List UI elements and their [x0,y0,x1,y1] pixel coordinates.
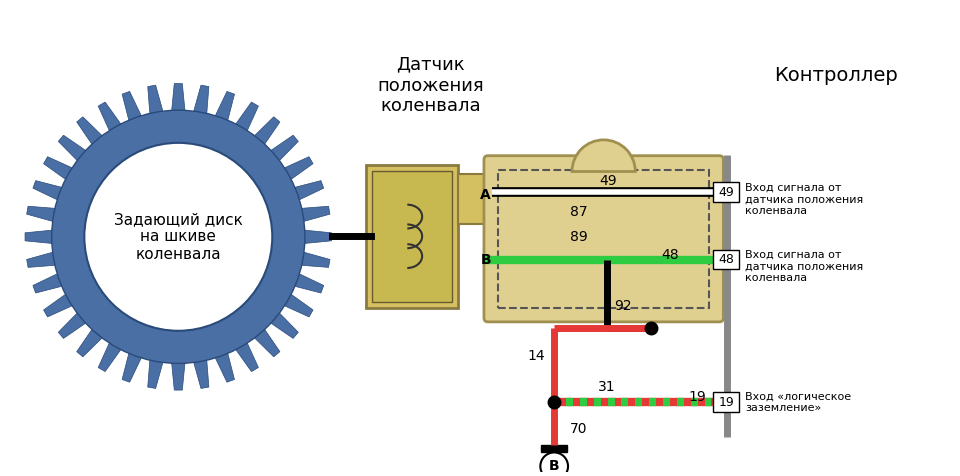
FancyBboxPatch shape [372,170,452,302]
Polygon shape [301,252,330,268]
Text: Вход сигнала от
датчика положения
коленвала: Вход сигнала от датчика положения коленв… [745,250,863,283]
FancyBboxPatch shape [713,250,739,269]
Text: Контроллер: Контроллер [774,66,898,85]
Text: Датчик
положения
коленвала: Датчик положения коленвала [377,56,484,115]
Polygon shape [27,206,55,221]
Polygon shape [43,157,72,179]
Text: B: B [480,253,491,267]
Polygon shape [284,157,313,179]
Text: 19: 19 [718,396,734,408]
Polygon shape [77,329,102,357]
Polygon shape [271,135,299,160]
Text: 19: 19 [688,390,707,404]
Polygon shape [295,274,324,293]
Text: Вход сигнала от
датчика положения
коленвала: Вход сигнала от датчика положения коленв… [745,183,863,216]
Text: Задающий диск
на шкиве
коленвала: Задающий диск на шкиве коленвала [114,212,243,262]
Polygon shape [59,313,85,338]
Text: A: A [480,188,491,202]
Text: 87: 87 [570,205,588,219]
Polygon shape [304,230,331,243]
Polygon shape [33,180,61,200]
Polygon shape [284,294,313,317]
Polygon shape [254,329,280,357]
Text: 89: 89 [570,230,588,244]
Text: 48: 48 [718,253,734,266]
Polygon shape [301,206,330,221]
Polygon shape [98,102,121,130]
Polygon shape [77,117,102,144]
Polygon shape [25,230,52,243]
Polygon shape [236,343,258,372]
FancyBboxPatch shape [541,445,567,453]
Polygon shape [172,84,185,110]
Circle shape [52,110,305,363]
Circle shape [84,143,273,331]
Polygon shape [194,360,209,388]
FancyBboxPatch shape [458,175,488,224]
Polygon shape [27,252,55,268]
Text: Вход «логическое
заземление»: Вход «логическое заземление» [745,391,852,413]
Text: 31: 31 [598,380,615,394]
Polygon shape [194,85,209,113]
Polygon shape [122,353,141,382]
Polygon shape [215,91,234,120]
Polygon shape [236,102,258,130]
Polygon shape [254,117,280,144]
Text: 14: 14 [528,348,545,363]
Text: 48: 48 [661,248,679,262]
Polygon shape [43,294,72,317]
Polygon shape [148,85,163,113]
Polygon shape [271,313,299,338]
Polygon shape [295,180,324,200]
Polygon shape [122,91,141,120]
Text: 92: 92 [614,299,633,313]
Text: 49: 49 [718,186,734,199]
Wedge shape [572,140,636,171]
Polygon shape [148,360,163,388]
Polygon shape [59,135,85,160]
Polygon shape [172,363,185,390]
Circle shape [540,453,568,476]
FancyBboxPatch shape [713,182,739,202]
Text: B: B [549,459,560,473]
FancyBboxPatch shape [484,156,723,322]
Text: 49: 49 [600,174,617,188]
Polygon shape [98,343,121,372]
Text: 70: 70 [570,422,588,436]
FancyBboxPatch shape [713,392,739,412]
Polygon shape [215,353,234,382]
FancyBboxPatch shape [367,165,458,308]
Polygon shape [33,274,61,293]
